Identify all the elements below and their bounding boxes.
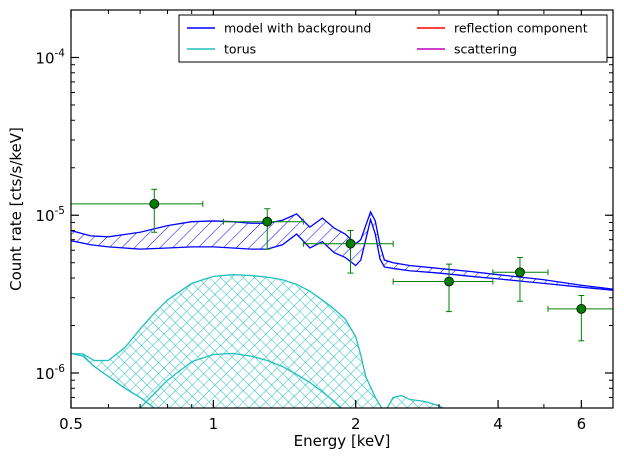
- data-marker: [576, 303, 587, 314]
- legend: model with background reflection componen…: [178, 14, 608, 63]
- data-point-1: [71, 188, 204, 233]
- data-marker: [262, 216, 273, 227]
- x-axis-label: Energy [keV]: [294, 432, 391, 450]
- legend-label-model-with-background: model with background: [224, 21, 371, 36]
- y-axis-label: Count rate [cts/s/keV]: [7, 127, 25, 291]
- data-marker: [444, 276, 454, 287]
- data-point-5: [492, 256, 549, 302]
- legend-label-torus: torus: [224, 42, 256, 57]
- torus-lower-curve-line: [139, 352, 343, 408]
- legend-label-scattering: scattering: [454, 42, 517, 57]
- y-tick-label: 10-4: [35, 47, 65, 67]
- data-point-4: [392, 263, 494, 313]
- data-marker: [515, 267, 525, 278]
- y-tick-label: 10-6: [35, 363, 65, 383]
- axes: 0.5 1 2 4 6 10-6 10-5 10-4: [35, 9, 614, 433]
- model-with-background-band-fill: [71, 211, 613, 291]
- x-tick-label: 2: [351, 415, 361, 433]
- torus-lower-line: [71, 352, 156, 408]
- data-marker: [149, 199, 160, 209]
- legend-box: [178, 14, 608, 63]
- x-tick-label: 0.5: [59, 415, 83, 433]
- model-with-background-upper-line: [71, 210, 613, 290]
- x-tick-label: 4: [493, 415, 503, 433]
- x-tick-label: 1: [209, 415, 219, 433]
- plot-area: [71, 188, 613, 408]
- legend-label-reflection-component: reflection component: [454, 21, 588, 36]
- torus-band-fill: [71, 274, 443, 408]
- torus-upper-line: [71, 274, 444, 408]
- data-point-2: [222, 208, 304, 250]
- data-point-6: [547, 294, 613, 342]
- x-tick-label: 6: [577, 415, 587, 433]
- plot-frame: [70, 9, 614, 409]
- model-with-background-lower-line: [71, 217, 613, 291]
- data-point-3: [302, 230, 394, 274]
- y-tick-label: 10-5: [35, 205, 65, 225]
- data-marker: [345, 238, 356, 249]
